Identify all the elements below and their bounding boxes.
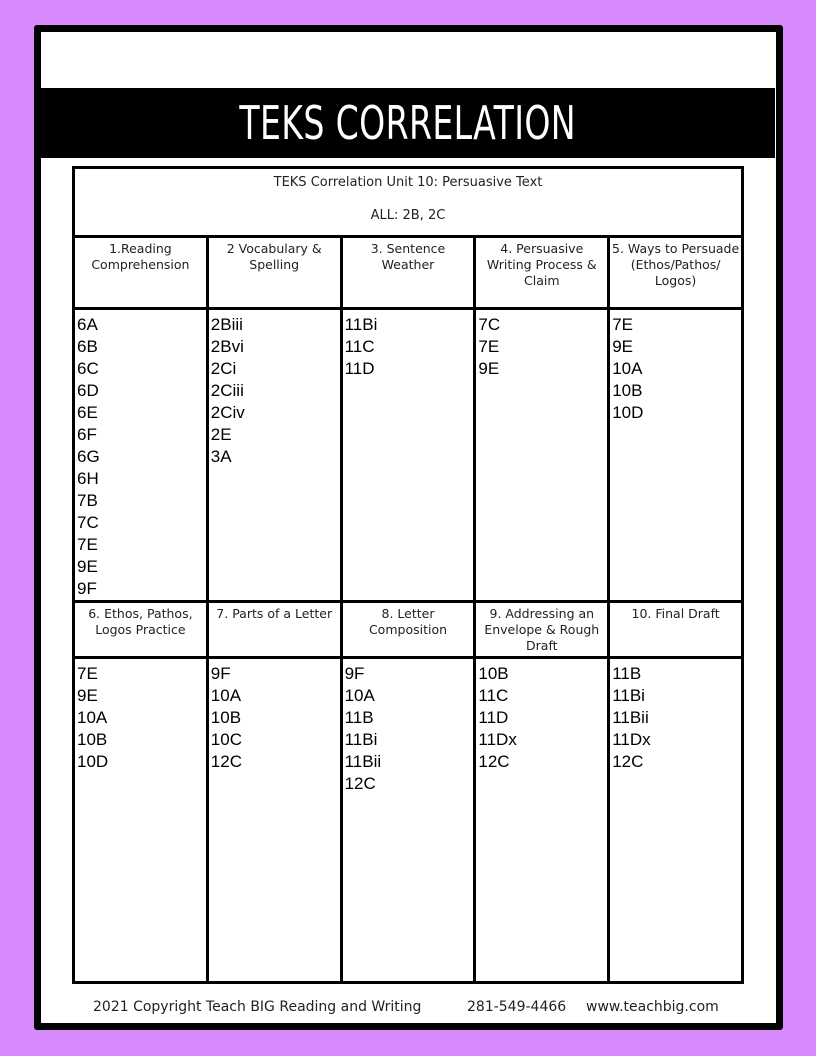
standard-code: 2E — [210, 425, 232, 444]
standard-code: 10B — [77, 730, 108, 749]
standard-code: 7E — [612, 315, 633, 334]
standard-code: 7E — [77, 664, 98, 683]
standard-code: 6G — [77, 447, 100, 466]
standard-code: 11C — [478, 686, 509, 705]
standard-code: 2Biii — [210, 315, 243, 334]
standard-code: 2Civ — [210, 403, 245, 422]
standards-cell: 9F 10A 10B 10C 12C — [205, 656, 343, 984]
column-header: 2 Vocabulary & Spelling — [205, 235, 343, 310]
standard-code: 11Dx — [478, 730, 517, 749]
title-bar: TEKS CORRELATION — [40, 88, 775, 158]
standard-code: 10C — [210, 730, 242, 749]
standard-code: 2Bvi — [210, 337, 244, 356]
standard-code: 11Bi — [344, 315, 378, 334]
standard-code: 6A — [77, 315, 98, 334]
column-header: 4. Persuasive Writing Process & Claim — [473, 235, 611, 310]
standard-code: 11Bii — [612, 708, 649, 727]
standards-cell: 11B 11Bi 11Bii 11Dx 12C — [607, 656, 744, 984]
standard-code: 9E — [478, 359, 500, 378]
footer-phone: 281-549-4466 — [467, 999, 567, 1015]
standard-code: 11Bii — [344, 752, 382, 771]
standard-code: 10D — [77, 752, 109, 771]
column-header: 10. Final Draft — [607, 600, 744, 659]
standard-code: 12C — [344, 774, 376, 793]
standards-cell: 7E 9E 10A 10B 10D — [72, 656, 209, 984]
column-header: 5. Ways to Persuade (Ethos/Pathos/ Logos… — [607, 235, 744, 310]
standard-code: 7E — [478, 337, 500, 356]
standard-code: 6E — [77, 403, 98, 422]
standards-cell: 9F 10A 11B 11Bi 11Bii 12C — [339, 656, 477, 984]
standard-code: 7B — [77, 491, 98, 510]
standard-code: 2Ciii — [210, 381, 244, 400]
standard-code: 9F — [344, 664, 365, 683]
all-standards: ALL: 2B, 2C — [370, 208, 446, 223]
standard-code: 10A — [210, 686, 242, 705]
standard-code: 9F — [210, 664, 231, 683]
standard-code: 6C — [77, 359, 99, 378]
column-header: 6. Ethos, Pathos, Logos Practice — [72, 600, 209, 659]
standard-code: 10B — [612, 381, 643, 400]
standards-cell: 7E 9E 10A 10B 10D — [607, 307, 744, 603]
standard-code: 11D — [478, 708, 509, 727]
standard-code: 6F — [77, 425, 97, 444]
standards-cell: 7C 7E 9E — [473, 307, 611, 603]
standard-code: 11C — [344, 337, 375, 356]
standard-code: 9F — [77, 579, 97, 598]
standard-code: 11Dx — [612, 730, 651, 749]
table-caption: TEKS Correlation Unit 10: Persuasive Tex… — [273, 175, 543, 190]
standard-code: 12C — [478, 752, 510, 771]
standard-code: 7C — [478, 315, 501, 334]
standard-code: 11D — [344, 359, 375, 378]
standard-code: 11B — [612, 664, 642, 683]
standards-cell: 2Biii 2Bvi 2Ci 2Ciii 2Civ 2E 3A — [205, 307, 343, 603]
column-header: 9. Addressing an Envelope & Rough Draft — [473, 600, 611, 659]
standard-code: 10B — [478, 664, 509, 683]
column-header: 8. Letter Composition — [339, 600, 477, 659]
standard-code: 9E — [77, 686, 98, 705]
standard-code: 11Bi — [344, 730, 378, 749]
standard-code: 12C — [210, 752, 242, 771]
standard-code: 11B — [344, 708, 374, 727]
footer-website[interactable]: www.teachbig.com — [586, 999, 719, 1015]
column-header: 7. Parts of a Letter — [205, 600, 343, 659]
standard-code: 7C — [77, 513, 99, 532]
column-header: 1.Reading Comprehension — [72, 235, 209, 310]
standard-code: 3A — [210, 447, 232, 466]
standard-code: 10D — [612, 403, 644, 422]
standard-code: 6B — [77, 337, 98, 356]
standard-code: 10A — [77, 708, 108, 727]
standard-code: 2Ci — [210, 359, 237, 378]
standard-code: 6H — [77, 469, 99, 488]
standards-cell: 10B 11C 11D 11Dx 12C — [473, 656, 611, 984]
standard-code: 10A — [612, 359, 643, 378]
column-header: 3. Sentence Weather — [339, 235, 477, 310]
table-caption-cell: TEKS Correlation Unit 10: Persuasive Tex… — [72, 166, 744, 238]
standards-cell: 6A 6B 6C 6D 6E 6F 6G 6H 7B 7C 7E 9E 9F — [72, 307, 209, 603]
standards-cell: 11Bi 11C 11D — [339, 307, 477, 603]
standard-code: 12C — [612, 752, 644, 771]
standard-code: 10B — [210, 708, 242, 727]
footer-copyright: 2021 Copyright Teach BIG Reading and Wri… — [93, 999, 422, 1015]
page-title: TEKS CORRELATION — [239, 96, 576, 150]
standard-code: 9E — [612, 337, 633, 356]
standard-code: 6D — [77, 381, 99, 400]
standard-code: 11Bi — [612, 686, 645, 705]
standard-code: 10A — [344, 686, 375, 705]
standard-code: 9E — [77, 557, 98, 576]
teks-table: TEKS Correlation Unit 10: Persuasive Tex… — [72, 166, 744, 984]
standard-code: 7E — [77, 535, 98, 554]
